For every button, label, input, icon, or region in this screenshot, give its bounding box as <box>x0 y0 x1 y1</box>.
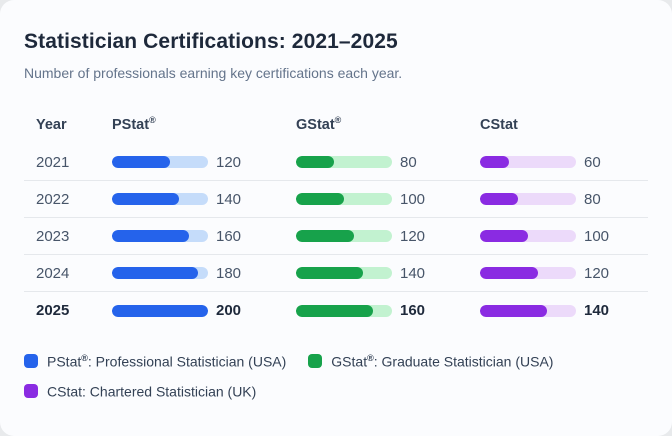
column-header-cstat: CStat <box>480 116 518 133</box>
cstat-cell: 120 <box>480 265 648 282</box>
cstat-bar-fill <box>480 193 519 205</box>
pstat-bar <box>112 267 208 279</box>
legend-item-pstat: PStat®: Professional Statistician (USA) <box>24 353 286 370</box>
cstat-value: 60 <box>584 153 601 171</box>
pstat-cell: 120 <box>112 154 296 171</box>
gstat-value: 160 <box>400 302 426 319</box>
gstat-value: 100 <box>400 190 426 208</box>
year-cell: 2025 <box>36 302 70 319</box>
gstat-bar-fill <box>296 156 335 168</box>
cstat-bar <box>480 230 576 242</box>
gstat-bar-fill <box>296 304 373 317</box>
pstat-bar-fill <box>112 230 189 242</box>
gstat-cell: 140 <box>296 265 480 282</box>
gstat-cell: 160 <box>296 302 480 319</box>
legend-item-gstat: GStat®: Graduate Statistician (USA) <box>308 353 553 370</box>
gstat-bar <box>296 193 392 205</box>
pstat-value: 160 <box>216 227 242 245</box>
column-header-year: Year <box>36 116 67 133</box>
gstat-bar <box>296 304 392 317</box>
table-header-row: Year PStat® GStat® CStat <box>24 107 648 141</box>
pstat-cell: 180 <box>112 265 296 282</box>
gstat-bar <box>296 267 392 279</box>
pstat-bar-fill <box>112 304 208 317</box>
cstat-bar <box>480 156 576 168</box>
cstat-bar <box>480 304 576 317</box>
column-header-pstat: PStat® <box>112 115 156 133</box>
pstat-bar-fill <box>112 156 170 168</box>
pstat-bar-fill <box>112 193 180 205</box>
legend-item-cstat: CStat: Chartered Statistician (UK) <box>24 383 257 400</box>
legend: PStat®: Professional Statistician (USA) … <box>24 353 648 399</box>
gstat-value: 140 <box>400 264 426 282</box>
table-row-current-year: 2025 200 160 140 <box>24 292 648 329</box>
gstat-bar-fill <box>296 267 364 279</box>
pstat-bar <box>112 304 208 317</box>
cstat-cell: 80 <box>480 191 648 208</box>
legend-label: PStat®: Professional Statistician (USA) <box>47 353 287 370</box>
gstat-value: 80 <box>400 153 417 171</box>
gstat-bar-fill <box>296 193 344 205</box>
cstat-value: 80 <box>584 190 601 208</box>
pstat-bar-fill <box>112 267 199 279</box>
cstat-cell: 140 <box>480 302 648 319</box>
gstat-bar <box>296 156 392 168</box>
cstat-swatch-icon <box>24 383 38 398</box>
year-cell: 2023 <box>36 227 70 245</box>
cstat-value: 140 <box>584 302 610 319</box>
pstat-swatch-icon <box>24 354 38 369</box>
year-cell: 2024 <box>36 264 70 282</box>
table-row: 2022 140 100 80 <box>24 181 648 218</box>
cstat-value: 120 <box>584 264 610 282</box>
pstat-cell: 200 <box>112 302 296 319</box>
cstat-bar-fill <box>480 267 538 279</box>
year-cell: 2021 <box>36 153 70 171</box>
gstat-value: 120 <box>400 227 426 245</box>
gstat-bar <box>296 230 392 242</box>
cstat-bar-fill <box>480 230 528 242</box>
pstat-bar <box>112 156 208 168</box>
cstat-bar <box>480 267 576 279</box>
table-row: 2024 180 140 120 <box>24 255 648 292</box>
column-header-gstat: GStat® <box>296 115 342 133</box>
cstat-bar-fill <box>480 304 548 317</box>
pstat-cell: 160 <box>112 228 296 245</box>
pstat-bar <box>112 230 208 242</box>
certifications-table: Year PStat® GStat® CStat 2021 120 80 60 <box>24 107 648 329</box>
pstat-cell: 140 <box>112 191 296 208</box>
legend-row: CStat: Chartered Statistician (UK) <box>24 383 648 400</box>
gstat-cell: 100 <box>296 191 480 208</box>
cstat-value: 100 <box>584 227 610 245</box>
cstat-cell: 60 <box>480 154 648 171</box>
pstat-value: 200 <box>216 302 242 319</box>
table-row: 2023 160 120 100 <box>24 218 648 255</box>
gstat-swatch-icon <box>308 354 323 369</box>
pstat-bar <box>112 193 208 205</box>
gstat-bar-fill <box>296 230 354 242</box>
cstat-bar <box>480 193 576 205</box>
year-cell: 2022 <box>36 190 70 208</box>
pstat-value: 120 <box>216 153 242 171</box>
pstat-value: 180 <box>216 264 242 282</box>
page-title: Statistician Certifications: 2021–2025 <box>24 30 398 53</box>
gstat-cell: 120 <box>296 228 480 245</box>
pstat-value: 140 <box>216 190 242 208</box>
page-subtitle: Number of professionals earning key cert… <box>24 65 403 81</box>
gstat-cell: 80 <box>296 154 480 171</box>
legend-label: CStat: Chartered Statistician (UK) <box>47 383 257 400</box>
table-row: 2021 120 80 60 <box>24 144 648 181</box>
cstat-cell: 100 <box>480 228 648 245</box>
legend-row: PStat®: Professional Statistician (USA) … <box>24 353 648 370</box>
legend-label: GStat®: Graduate Statistician (USA) <box>331 353 554 370</box>
cstat-bar-fill <box>480 156 509 168</box>
